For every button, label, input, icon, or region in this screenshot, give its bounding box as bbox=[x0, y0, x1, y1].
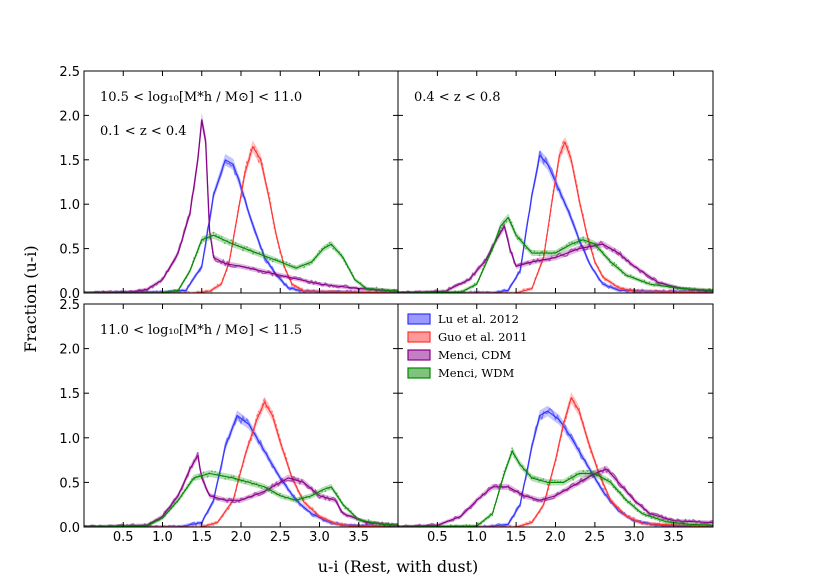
y-tick-label: 0.0 bbox=[59, 287, 80, 302]
legend: Lu et al. 2012 Guo et al. 2011 Menci, CDM M… bbox=[407, 312, 527, 380]
series-fit-line bbox=[398, 468, 713, 527]
y-tick-label: 1.5 bbox=[59, 154, 80, 169]
legend-label: Menci, WDM bbox=[438, 366, 514, 380]
x-tick-label: 1.5 bbox=[191, 530, 212, 545]
series-fit-line bbox=[84, 455, 398, 527]
y-tick-label: 2.5 bbox=[59, 298, 80, 313]
series-fit-line bbox=[398, 450, 713, 527]
series-guo-et-al-2011 bbox=[398, 136, 713, 293]
x-tick-label: 3.0 bbox=[309, 530, 330, 545]
series-noisy-line bbox=[398, 138, 713, 293]
panel-1: 0.0 0.5 1.0 1.5 2.0 2.5 10.5 < log₁₀[M*h / M⊙]… bbox=[59, 65, 399, 302]
x-tick-label: 1.0 bbox=[152, 530, 173, 545]
legend-swatch bbox=[407, 313, 431, 325]
y-tick-label: 1.5 bbox=[59, 387, 80, 402]
x-tick-label: 2.0 bbox=[545, 530, 566, 545]
panels-group: 0.0 0.5 1.0 1.5 2.0 2.5 10.5 < log₁₀[M*h / M⊙]… bbox=[59, 65, 714, 545]
series-fit-line bbox=[398, 225, 713, 293]
x-axis-label: u-i (Rest, with dust) bbox=[318, 557, 479, 576]
series-fit-line bbox=[398, 397, 713, 527]
y-tick-label: 0.5 bbox=[59, 243, 80, 258]
panel-annotation: 11.0 < log₁₀[M*h / M⊙] < 11.5 bbox=[100, 323, 302, 338]
series-fit-line bbox=[84, 119, 398, 293]
series-menci-wdm bbox=[398, 447, 713, 527]
legend-label: Menci, CDM bbox=[438, 348, 511, 362]
series-noisy-line bbox=[84, 470, 398, 527]
y-axis-label: Fraction (u-i) bbox=[21, 245, 40, 352]
y-tick-label: 1.0 bbox=[59, 198, 80, 213]
plot-area bbox=[398, 136, 713, 293]
legend-swatch bbox=[407, 367, 431, 379]
panel-2: 0.4 < z < 0.8 bbox=[397, 70, 714, 294]
x-tick-label: 1.0 bbox=[466, 530, 487, 545]
series-noisy-line bbox=[398, 447, 713, 527]
series-fit-line bbox=[84, 472, 398, 527]
panel-4: 0.5 1.0 1.5 2.0 2.5 3.0 3.5 bbox=[397, 303, 714, 545]
x-tick-label: 3.5 bbox=[348, 530, 369, 545]
series-menci-cdm bbox=[398, 465, 713, 527]
y-tick-label: 2.0 bbox=[59, 109, 80, 124]
series-band bbox=[84, 231, 398, 293]
panel-annotation: 0.4 < z < 0.8 bbox=[414, 90, 501, 105]
plot-area bbox=[398, 391, 713, 527]
x-tick-label: 2.5 bbox=[585, 530, 606, 545]
x-tick-label: 3.0 bbox=[624, 530, 645, 545]
series-fit-line bbox=[84, 234, 398, 293]
x-tick-label: 3.5 bbox=[663, 530, 684, 545]
series-fit-line bbox=[84, 401, 398, 527]
y-tick-label: 0.0 bbox=[59, 521, 80, 536]
series-fit-line bbox=[84, 414, 398, 527]
legend-swatch bbox=[407, 349, 431, 361]
legend-label: Guo et al. 2011 bbox=[438, 330, 527, 344]
series-menci-cdm bbox=[84, 112, 398, 293]
legend-label: Lu et al. 2012 bbox=[438, 312, 519, 326]
x-tick-label: 1.5 bbox=[506, 530, 527, 545]
series-noisy-line bbox=[84, 231, 398, 293]
series-fit-line bbox=[398, 141, 713, 293]
series-menci-wdm bbox=[398, 213, 713, 293]
x-tick-label: 0.5 bbox=[427, 530, 448, 545]
x-tick-label: 2.5 bbox=[270, 530, 291, 545]
series-fit-line bbox=[84, 159, 398, 293]
legend-swatch bbox=[407, 331, 431, 343]
series-fit-line bbox=[398, 216, 713, 293]
x-tick-label: 2.0 bbox=[231, 530, 252, 545]
panel-annotation: 10.5 < log₁₀[M*h / M⊙] < 11.0 bbox=[100, 90, 302, 105]
series-menci-wdm bbox=[84, 470, 398, 527]
y-tick-label: 0.5 bbox=[59, 476, 80, 491]
panel-annotation: 0.1 < z < 0.4 bbox=[100, 124, 187, 139]
panel-3: 0.0 0.5 1.0 1.5 2.0 2.5 0.5 1.0 1.5 2.0 2.5 3.0 3.5 1… bbox=[59, 298, 399, 545]
series-fit-line bbox=[398, 154, 713, 293]
y-tick-label: 2.0 bbox=[59, 343, 80, 358]
y-tick-label: 1.0 bbox=[59, 432, 80, 447]
series-guo-et-al-2011 bbox=[398, 391, 713, 527]
x-tick-label: 0.5 bbox=[113, 530, 134, 545]
series-band bbox=[84, 154, 398, 293]
y-tick-label: 2.5 bbox=[59, 65, 80, 80]
series-menci-wdm bbox=[84, 231, 398, 293]
series-menci-cdm bbox=[398, 222, 713, 293]
